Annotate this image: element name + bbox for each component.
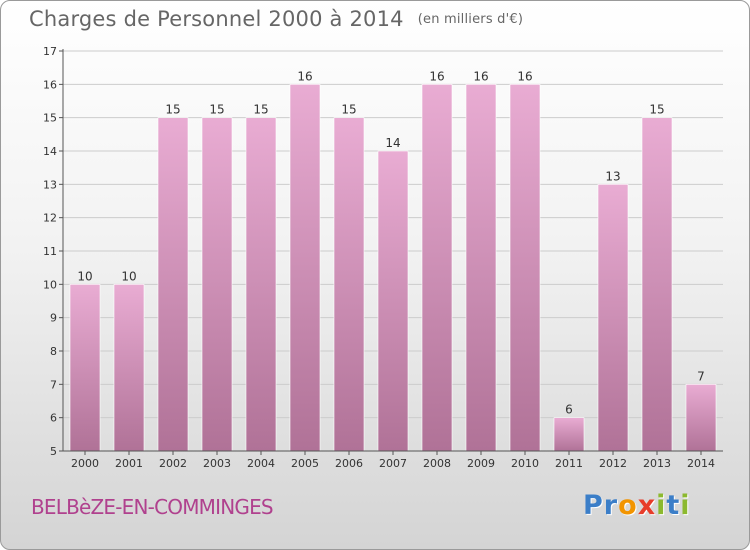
logo-letter: t [666, 490, 681, 521]
y-tick-label: 6 [50, 412, 57, 425]
bar [685, 384, 717, 452]
y-tick-label: 15 [43, 112, 57, 125]
x-tick-label: 2014 [687, 457, 715, 470]
data-label: 13 [605, 169, 620, 183]
x-tick-label: 2009 [467, 457, 495, 470]
title-text: Charges de Personnel 2000 à 2014 [29, 7, 404, 31]
bar [553, 417, 585, 452]
x-tick-label: 2008 [423, 457, 451, 470]
bar [333, 117, 365, 452]
bars [69, 84, 717, 452]
x-tick-label: 2004 [247, 457, 275, 470]
x-tick-label: 2010 [511, 457, 539, 470]
y-tick-label: 8 [50, 345, 57, 358]
data-label: 10 [121, 269, 136, 283]
proxiti-logo: Proxiti [583, 490, 691, 521]
bar [641, 117, 673, 452]
y-tick-label: 17 [43, 45, 57, 58]
x-tick-label: 2003 [203, 457, 231, 470]
bar [245, 117, 277, 452]
data-label: 15 [165, 103, 180, 117]
logo-letter: o [618, 490, 638, 521]
title-unit: (en milliers d'€) [417, 12, 524, 27]
x-tick-label: 2007 [379, 457, 407, 470]
data-label: 10 [77, 269, 92, 283]
x-tick-label: 2005 [291, 457, 319, 470]
bar [201, 117, 233, 452]
logo-letter: i [680, 490, 691, 521]
bar [377, 150, 409, 452]
y-tick-label: 12 [43, 212, 57, 225]
axes: 5 6 7 8 9 10 11 12 13 14 15 16 17 2000 2001 2002 2003 200… [43, 45, 723, 470]
y-tick-label: 5 [50, 445, 57, 458]
data-label: 16 [517, 69, 532, 83]
bar [597, 184, 629, 452]
x-tick-label: 2000 [71, 457, 99, 470]
bar [289, 84, 321, 452]
x-tick-label: 2013 [643, 457, 671, 470]
data-label: 14 [385, 136, 400, 150]
logo-letter: i [656, 490, 667, 521]
y-tick-label: 7 [50, 378, 57, 391]
bar [69, 284, 101, 452]
y-tick-label: 10 [43, 278, 57, 291]
y-tick-label: 11 [43, 245, 57, 258]
data-labels: 10 10 15 15 15 16 15 14 16 16 16 6 13 15 7 [77, 69, 704, 416]
x-tick-label: 2006 [335, 457, 363, 470]
data-label: 15 [209, 103, 224, 117]
x-tick-label: 2012 [599, 457, 627, 470]
bar [157, 117, 189, 452]
data-label: 7 [697, 369, 705, 383]
x-tick-label: 2002 [159, 457, 187, 470]
logo-letter: r [603, 490, 619, 521]
bar [421, 84, 453, 452]
bar [465, 84, 497, 452]
logo-letter: x [637, 490, 657, 521]
y-tick-label: 13 [43, 178, 57, 191]
x-tick-label: 2011 [555, 457, 583, 470]
data-label: 15 [341, 103, 356, 117]
x-tick-label: 2001 [115, 457, 143, 470]
logo-letter: P [583, 490, 604, 521]
data-label: 16 [429, 69, 444, 83]
bar [113, 284, 145, 452]
data-label: 16 [473, 69, 488, 83]
bar [509, 84, 541, 452]
data-label: 6 [565, 403, 573, 417]
data-label: 15 [649, 103, 664, 117]
data-label: 16 [297, 69, 312, 83]
y-tick-label: 14 [43, 145, 57, 158]
y-tick-label: 16 [43, 78, 57, 91]
data-label: 15 [253, 103, 268, 117]
place-name: BELBèZE-EN-COMMINGES [31, 495, 274, 519]
chart-title: Charges de Personnel 2000 à 2014 (en mill… [29, 7, 523, 31]
y-tick-label: 9 [50, 312, 57, 325]
